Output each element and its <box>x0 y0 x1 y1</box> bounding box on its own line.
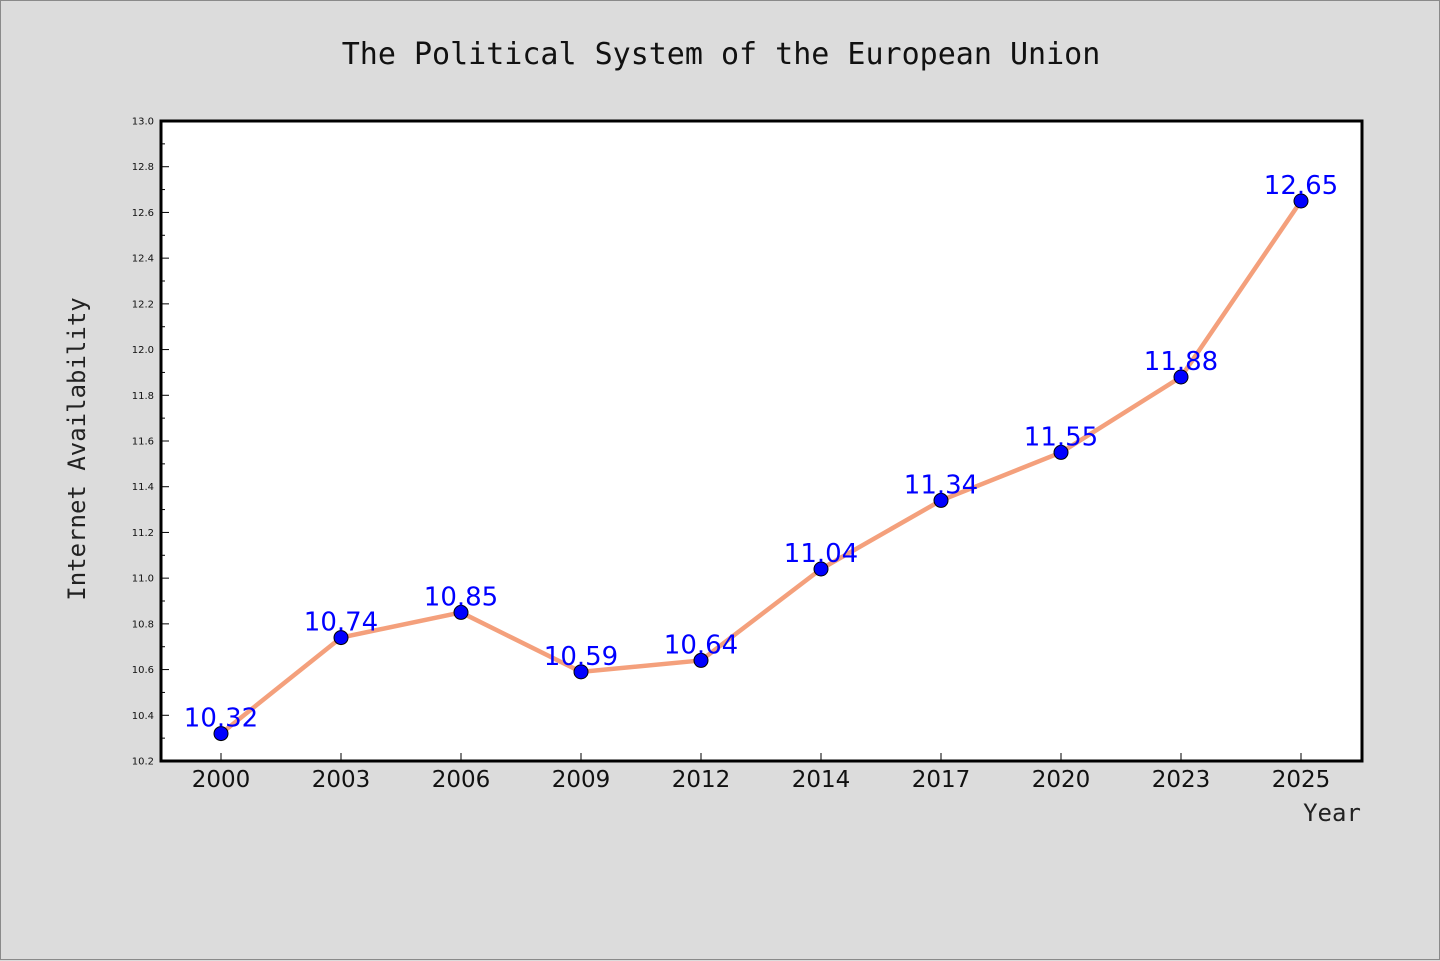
x-tick-label: 2017 <box>912 767 971 793</box>
data-label: 11.55 <box>1024 422 1098 452</box>
series-layer <box>213 193 1309 742</box>
x-tick-label: 2003 <box>312 767 371 793</box>
data-point <box>333 630 349 646</box>
data-point <box>453 604 469 620</box>
y-tick-label: 12.4 <box>132 254 154 265</box>
y-tick-label: 12.2 <box>132 299 154 310</box>
y-tick-label: 11.4 <box>132 482 154 493</box>
x-tick-label: 2023 <box>1152 767 1211 793</box>
data-label: 10.59 <box>544 642 618 672</box>
x-tick-label: 2020 <box>1032 767 1091 793</box>
y-tick-label: 11.2 <box>132 528 154 539</box>
y-tick-label: 11.6 <box>132 437 154 448</box>
plot-area <box>159 119 1364 763</box>
chart-title: The Political System of the European Uni… <box>342 37 1101 72</box>
data-label: 10.64 <box>664 630 738 660</box>
data-point <box>693 652 709 668</box>
y-tick-label: 13.0 <box>132 117 154 128</box>
data-label: 10.74 <box>304 608 378 638</box>
data-point <box>1053 444 1069 460</box>
data-label: 11.88 <box>1144 347 1218 377</box>
data-point <box>933 492 949 508</box>
data-label: 11.04 <box>784 539 858 569</box>
data-point <box>573 664 589 680</box>
x-tick-label: 2025 <box>1272 767 1331 793</box>
data-point <box>1293 193 1309 209</box>
y-tick-label: 10.2 <box>132 757 154 768</box>
data-point <box>1173 369 1189 385</box>
y-tick-label: 10.6 <box>132 665 154 676</box>
y-tick-label: 10.4 <box>132 711 154 722</box>
y-tick-label: 12.0 <box>132 345 154 356</box>
x-tick-label: 2000 <box>192 767 251 793</box>
data-label: 11.34 <box>904 470 978 500</box>
x-axis: 2000 2003 2006 2009 2012 2014 2017 2020 2023 2025 <box>192 753 1331 793</box>
y-axis-label: Internet Availability <box>63 297 91 600</box>
y-tick-label: 10.8 <box>132 619 154 630</box>
y-tick-label: 11.0 <box>132 574 154 585</box>
y-tick-label: 12.8 <box>132 162 154 173</box>
series-line <box>218 198 1304 736</box>
data-label: 10.85 <box>424 582 498 612</box>
data-point <box>813 561 829 577</box>
x-tick-label: 2012 <box>672 767 731 793</box>
data-label: 10.32 <box>184 704 258 734</box>
y-axis: 10.2 10.4 10.6 10.8 11.0 11.2 11.4 11.6 11.8 12.0… <box>132 117 169 768</box>
x-tick-label: 2009 <box>552 767 611 793</box>
y-tick-label: 12.6 <box>132 208 154 219</box>
x-tick-label: 2006 <box>432 767 491 793</box>
data-point <box>213 726 229 742</box>
x-axis-label: Year <box>1303 799 1361 827</box>
x-tick-label: 2014 <box>792 767 851 793</box>
y-tick-label: 11.8 <box>132 391 154 402</box>
data-labels-layer: 10.32 10.74 10.85 10.59 10.64 11.04 11.34 11.55… <box>184 171 1338 734</box>
data-label: 12.65 <box>1264 171 1338 201</box>
